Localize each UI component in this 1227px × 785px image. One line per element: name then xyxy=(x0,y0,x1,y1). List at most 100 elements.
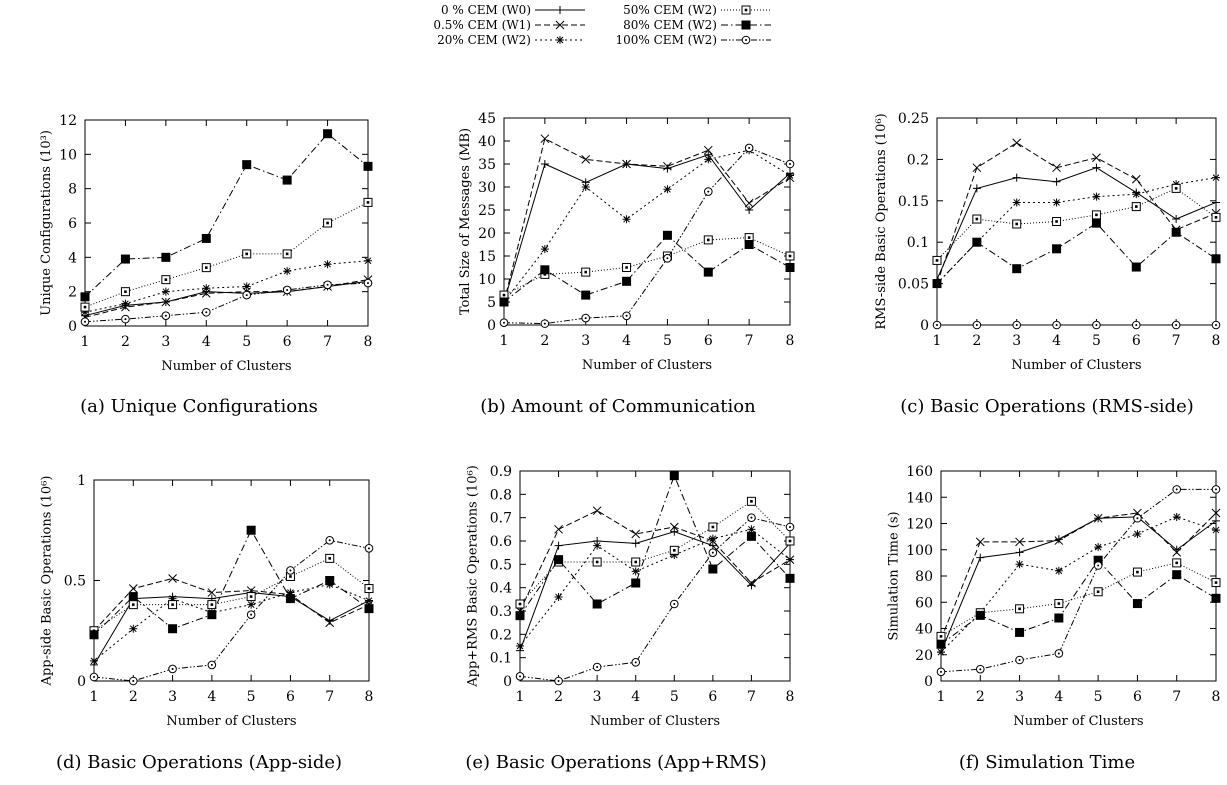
data-point xyxy=(121,314,130,324)
data-point xyxy=(1172,512,1181,521)
y-tick-label: 140 xyxy=(906,490,933,506)
data-point xyxy=(363,278,373,288)
data-point xyxy=(703,235,713,245)
series xyxy=(937,512,1220,657)
data-point xyxy=(747,578,756,588)
legend-entry: 20% CEM (W2) xyxy=(437,33,585,47)
data-point xyxy=(128,600,138,610)
data-point xyxy=(1091,210,1101,220)
data-point xyxy=(1092,153,1101,163)
data-point xyxy=(972,163,982,173)
data-point xyxy=(282,175,292,185)
data-point xyxy=(540,265,550,275)
chart-panel: 0 0.05 0.1 0.15 0.2 0.25 1 2 3 4 5 6 7 8 Number of Clu… xyxy=(874,111,1221,417)
data-point xyxy=(936,667,946,677)
y-tick-label: 100 xyxy=(906,543,933,559)
series xyxy=(516,527,794,655)
data-point xyxy=(1132,190,1141,199)
data-point xyxy=(581,155,591,164)
data-point xyxy=(80,317,90,327)
data-point xyxy=(540,245,549,254)
y-tick-label: 5 xyxy=(487,295,496,311)
x-tick-label: 7 xyxy=(745,333,754,349)
data-point xyxy=(975,664,985,674)
x-tick-label: 2 xyxy=(540,333,549,349)
data-point xyxy=(1172,548,1182,557)
data-point xyxy=(622,215,631,224)
x-tick-label: 3 xyxy=(161,334,170,350)
series xyxy=(936,555,1221,649)
data-point xyxy=(592,506,602,516)
data-point xyxy=(89,630,99,640)
data-point xyxy=(1093,555,1103,565)
y-tick-label: 2 xyxy=(68,285,77,301)
series-line xyxy=(503,149,791,303)
x-tick-label: 6 xyxy=(708,689,717,705)
data-point xyxy=(581,290,591,300)
data-point xyxy=(932,279,942,289)
legend-label: 0.5% CEM (W1) xyxy=(433,18,531,32)
series xyxy=(500,146,794,306)
data-point xyxy=(325,618,335,628)
series-line xyxy=(936,187,1217,261)
series-line xyxy=(936,167,1217,280)
series xyxy=(932,320,1221,330)
data-point xyxy=(1091,218,1101,228)
x-tick-label: 2 xyxy=(121,334,130,350)
data-point xyxy=(540,319,550,328)
data-point xyxy=(592,662,602,672)
x-tick-label: 4 xyxy=(202,334,211,350)
data-point xyxy=(1012,138,1022,148)
data-point xyxy=(554,555,564,565)
series-line xyxy=(519,500,791,605)
x-tick-label: 3 xyxy=(593,689,602,705)
data-point xyxy=(283,267,292,276)
data-point xyxy=(207,588,217,597)
series-line xyxy=(93,557,370,632)
series xyxy=(932,138,1221,288)
series-line xyxy=(940,488,1216,673)
x-axis-label: Number of Clusters xyxy=(1011,358,1141,373)
series xyxy=(932,218,1221,289)
y-axis-label: Unique Configurations (10³) xyxy=(39,130,54,316)
y-tick-label: 80 xyxy=(915,569,933,585)
y-axis-label: App-side Basic Operations (10⁶) xyxy=(40,476,55,687)
series xyxy=(516,525,794,650)
data-point xyxy=(1052,177,1061,186)
x-tick-label: 5 xyxy=(663,333,672,349)
data-point xyxy=(282,285,292,295)
data-point xyxy=(662,230,672,240)
series-line xyxy=(940,516,1217,653)
y-tick-label: 0.15 xyxy=(898,194,929,210)
data-point xyxy=(708,522,718,532)
data-point xyxy=(323,280,332,290)
data-point xyxy=(704,155,713,164)
data-point xyxy=(975,610,985,620)
y-tick-label: 25 xyxy=(478,203,496,219)
data-point xyxy=(631,557,641,567)
data-point xyxy=(1212,173,1220,182)
series-line xyxy=(519,531,791,651)
data-point xyxy=(786,555,794,564)
data-point xyxy=(128,592,138,602)
data-point xyxy=(581,313,591,323)
data-point xyxy=(81,308,89,317)
data-point xyxy=(1171,227,1181,237)
data-point xyxy=(161,275,171,285)
x-tick-label: 1 xyxy=(81,334,90,350)
x-tick-label: 5 xyxy=(247,689,256,705)
legend-marker xyxy=(741,20,751,30)
data-point xyxy=(703,187,713,196)
series xyxy=(515,471,795,621)
legend-entry: 50% CEM (W2) xyxy=(623,3,771,17)
data-point xyxy=(581,267,591,277)
legend-label: 20% CEM (W2) xyxy=(437,33,531,47)
y-tick-label: 0.5 xyxy=(490,557,512,573)
series-line xyxy=(519,528,791,647)
x-tick-label: 2 xyxy=(554,689,563,705)
series-line xyxy=(936,177,1217,284)
data-point xyxy=(1015,655,1024,665)
legend-entry: 0 % CEM (W0) xyxy=(441,3,585,17)
data-point xyxy=(242,160,252,170)
